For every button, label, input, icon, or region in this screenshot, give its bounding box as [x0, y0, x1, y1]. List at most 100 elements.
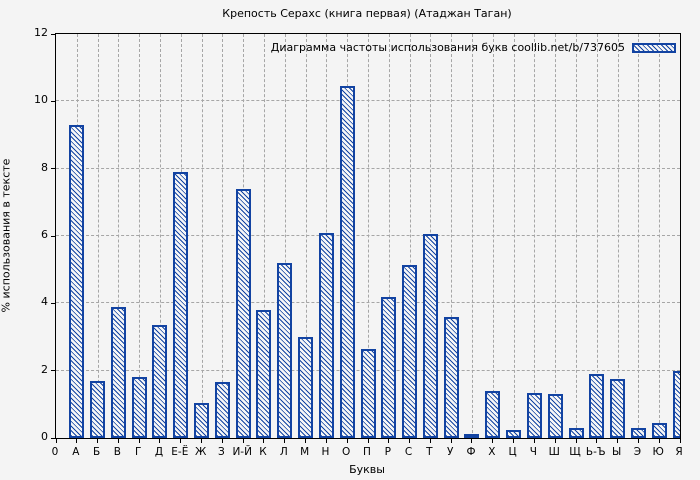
y-tick-label: 8	[41, 160, 48, 174]
bar-К	[256, 310, 272, 438]
x-gridline	[617, 34, 619, 438]
bar-Ж	[194, 402, 210, 438]
bar-З	[214, 382, 230, 438]
bar-У	[443, 316, 459, 438]
x-tick-label: Е-Ё	[171, 446, 189, 458]
y-tick-label: 2	[41, 362, 48, 376]
x-gridline	[201, 34, 203, 438]
x-gridline	[222, 34, 224, 438]
bar-Т	[422, 234, 438, 438]
x-gridline	[638, 34, 640, 438]
x-gridline	[451, 34, 453, 438]
bars-layer	[56, 34, 680, 438]
x-tick-label: С	[404, 446, 413, 458]
x-gridline	[555, 34, 557, 438]
x-tick-label: К	[259, 446, 267, 458]
bar-Б	[90, 380, 106, 438]
x-tick-label: И-Й	[232, 446, 252, 458]
y-tick-label: 6	[41, 228, 48, 241]
x-gridline	[409, 34, 411, 438]
x-tick-mark	[637, 438, 639, 443]
x-tick-label: Ж	[194, 446, 207, 458]
x-gridline	[576, 34, 577, 438]
x-tick-mark	[596, 438, 598, 443]
y-tick-label: 4	[41, 295, 48, 309]
bar-Ц	[506, 429, 522, 438]
x-tick-label: Ю	[652, 446, 664, 458]
bar-М	[298, 337, 314, 438]
bar-Э	[630, 427, 646, 438]
bar-Ч	[526, 392, 542, 438]
bar-Щ	[568, 427, 584, 438]
bar-А	[69, 124, 85, 438]
x-tick-mark	[471, 438, 473, 443]
x-tick-mark	[554, 438, 556, 443]
bar-Ш	[547, 394, 563, 438]
x-tick-label: О	[342, 446, 351, 458]
x-tick-label: Т	[426, 446, 433, 458]
bar-Ф	[464, 434, 480, 438]
x-tick-mark	[263, 438, 265, 443]
x-gridline	[284, 34, 286, 438]
x-tick-label: М	[300, 446, 310, 458]
bar-Ы	[610, 379, 626, 438]
x-gridline	[596, 34, 598, 438]
x-tick-mark	[284, 438, 286, 443]
x-tick-label: Х	[488, 446, 496, 458]
bar-Х	[485, 390, 501, 438]
y-tick-label: 0	[41, 430, 48, 443]
x-tick-mark	[221, 438, 223, 443]
plot-area: Диаграмма частоты использования букв coo…	[51, 33, 681, 443]
x-gridline	[513, 34, 515, 438]
x-tick-label: Н	[321, 446, 330, 458]
x-tick-label: Э	[633, 446, 642, 458]
x-gridline	[472, 34, 473, 438]
bar-И-Й	[235, 188, 251, 438]
x-tick-label: Ф	[466, 446, 476, 458]
x-gridline	[160, 34, 161, 438]
y-tick-mark	[51, 168, 56, 170]
bar-О	[339, 86, 355, 438]
x-tick-label: 0	[51, 446, 59, 458]
x-tick-label: Р	[384, 446, 391, 458]
x-gridline	[534, 34, 536, 438]
x-tick-mark	[617, 438, 619, 443]
x-tick-label: А	[72, 446, 80, 458]
x-tick-mark	[138, 438, 140, 443]
y-tick-mark	[51, 437, 56, 439]
x-gridline	[264, 34, 265, 438]
x-tick-label: Я	[675, 446, 683, 458]
x-tick-label: В	[113, 446, 121, 458]
bar-С	[402, 264, 418, 438]
x-tick-mark	[325, 438, 327, 443]
x-tick-label: Ч	[529, 446, 537, 458]
x-gridline	[139, 34, 141, 438]
bar-Е-Ё	[173, 172, 189, 438]
x-tick-label: Ы	[611, 446, 622, 458]
x-gridline	[368, 34, 369, 438]
x-tick-label: Л	[279, 446, 288, 458]
x-gridline	[305, 34, 307, 438]
y-tick-mark	[51, 100, 56, 102]
x-gridline	[492, 34, 494, 438]
legend: Диаграмма частоты использования букв coo…	[271, 41, 676, 54]
x-tick-label: П	[363, 446, 371, 458]
y-tick-label: 10	[34, 93, 48, 107]
x-tick-mark	[409, 438, 411, 443]
x-tick-mark	[201, 438, 203, 443]
x-tick-mark	[575, 438, 577, 443]
x-tick-mark	[305, 438, 307, 443]
x-tick-mark	[513, 438, 515, 443]
x-tick-label: У	[446, 446, 454, 458]
x-tick-mark	[658, 438, 660, 443]
x-tick-label: Д	[154, 446, 164, 458]
x-tick-label: Ь-Ъ	[585, 446, 606, 458]
x-tick-label: Г	[134, 446, 142, 458]
x-tick-mark	[159, 438, 161, 443]
x-tick-label: Б	[92, 446, 101, 458]
bar-Р	[381, 296, 397, 438]
x-tick-mark	[492, 438, 494, 443]
x-gridline	[388, 34, 390, 438]
x-gridline	[659, 34, 661, 438]
